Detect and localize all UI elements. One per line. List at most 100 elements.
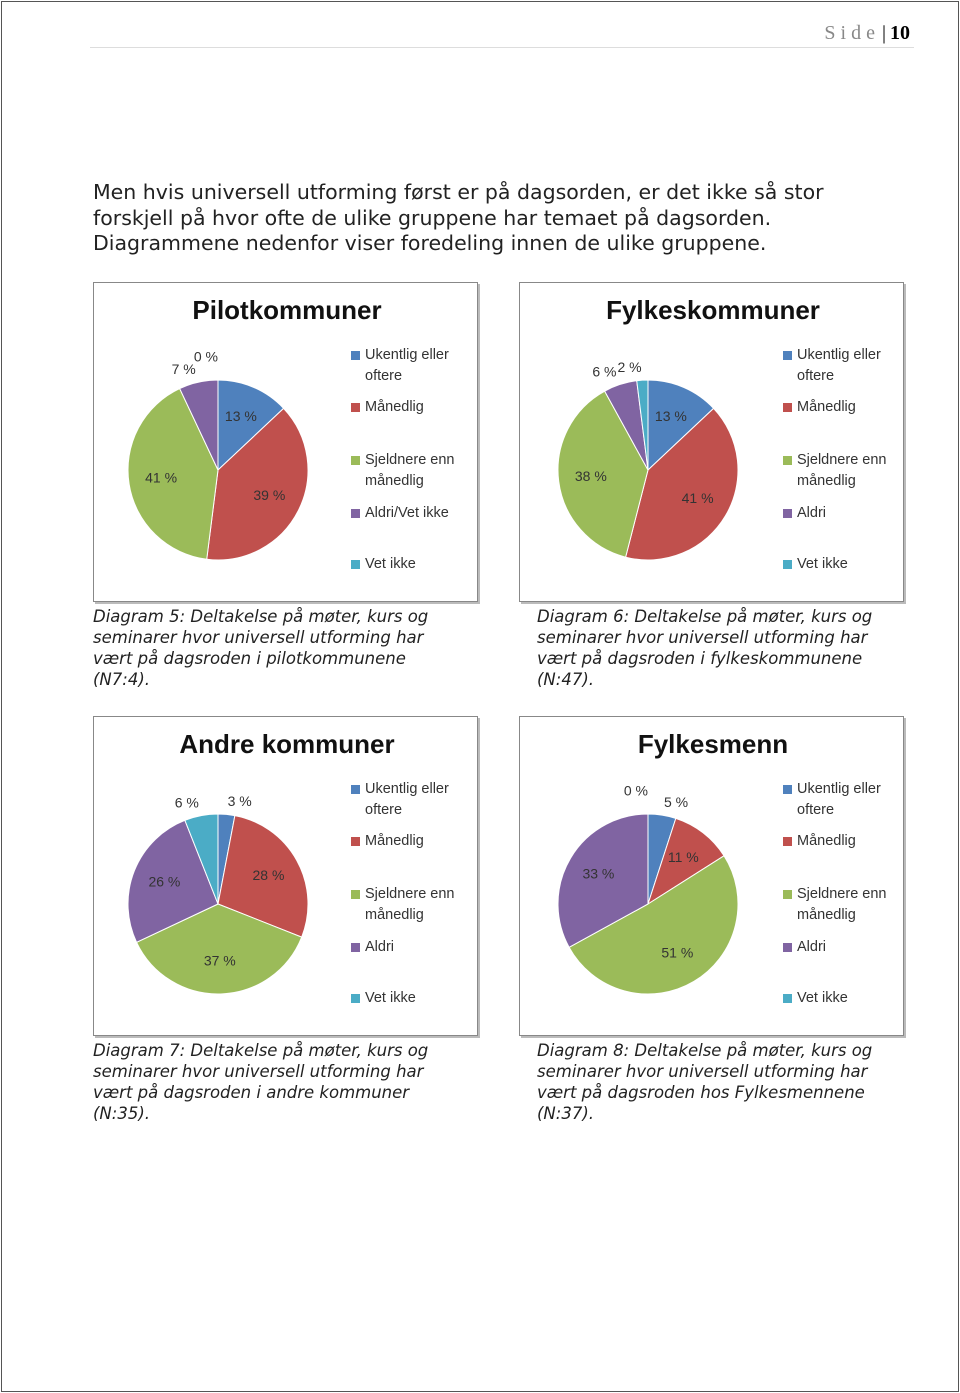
- chart-box: Pilotkommuner 13 % 39 % 41 % 7 % 0 % Ukentlig …: [93, 282, 478, 602]
- header-label: Side: [824, 22, 880, 44]
- caption-line: seminarer hvor universell utforming har: [537, 1062, 868, 1081]
- caption-line: (N:47).: [537, 670, 595, 689]
- slice-label: 28 %: [253, 867, 285, 883]
- pie-slice: [127, 819, 219, 943]
- slice-label: 0 %: [194, 349, 218, 365]
- legend-swatch: [351, 403, 360, 412]
- legend-label: Ukentlig eller oftere: [797, 781, 881, 818]
- legend-label: Sjeldnere enn månedlig: [365, 452, 455, 489]
- chart-title: Andre kommuner: [179, 729, 394, 759]
- caption-line: (N:35).: [93, 1104, 151, 1123]
- slice-label: 41 %: [682, 490, 714, 506]
- legend-label: Sjeldnere enn månedlig: [365, 886, 455, 923]
- chart-box: Fylkesmenn 5 % 11 % 51 % 33 % 0 % Ukentlig ell…: [519, 716, 904, 1036]
- header-rule: [90, 47, 914, 48]
- chart-box: Fylkeskommuner 13 % 41 % 38 % 6 % 2 % Ukentlig…: [519, 282, 904, 602]
- intro-line: Men hvis universell utforming først er p…: [93, 180, 824, 204]
- legend-label: Vet ikke: [365, 556, 416, 572]
- pie-slice: [135, 903, 303, 995]
- legend-swatch: [783, 785, 792, 794]
- legend-label: Vet ikke: [797, 556, 848, 572]
- slice-label: 26 %: [148, 873, 180, 889]
- legend-swatch: [783, 509, 792, 518]
- chart-box: Andre kommuner 3 % 28 % 37 % 26 % 6 % Ukentlig…: [93, 716, 478, 1036]
- slice-label: 41 %: [145, 470, 177, 486]
- caption-line: Diagram 8: Deltakelse på møter, kurs og: [537, 1041, 873, 1060]
- slice-label: 38 %: [575, 468, 607, 484]
- legend-label: Vet ikke: [365, 990, 416, 1006]
- legend-swatch: [351, 509, 360, 518]
- legend-label: Månedlig: [797, 833, 856, 849]
- header-separator: |: [881, 22, 886, 44]
- legend-swatch: [351, 943, 360, 952]
- legend-label: Ukentlig eller oftere: [797, 347, 881, 384]
- slice-label: 33 %: [582, 865, 614, 881]
- legend-swatch: [783, 456, 792, 465]
- slice-label: 51 %: [661, 944, 693, 960]
- legend-label: Ukentlig eller oftere: [365, 781, 449, 818]
- slice-label: 13 %: [225, 408, 257, 424]
- slice-label: 5 %: [664, 794, 688, 810]
- legend-swatch: [351, 351, 360, 360]
- page-header: Side | 10: [824, 22, 910, 45]
- legend-label: Sjeldnere enn månedlig: [797, 452, 887, 489]
- legend-swatch: [783, 403, 792, 412]
- pie-slice: [206, 407, 309, 561]
- pie-slice: [647, 379, 715, 472]
- legend-label: Aldri/Vet ikke: [365, 505, 449, 521]
- chart-title: Fylkeskommuner: [606, 295, 820, 325]
- intro-line: forskjell på hvor ofte de ulike gruppene…: [93, 205, 772, 230]
- slice-label: 13 %: [655, 408, 687, 424]
- caption-line: Diagram 6: Deltakelse på møter, kurs og: [537, 607, 873, 626]
- pie-chart: Pilotkommuner 13 % 39 % 41 % 7 %0 %: [127, 295, 382, 561]
- pie-slice: [625, 407, 739, 561]
- legend-swatch: [351, 994, 360, 1003]
- page-number: 10: [890, 22, 910, 44]
- legend-swatch: [783, 890, 792, 899]
- legend-swatch: [783, 837, 792, 846]
- figure-caption: Diagram 8: Deltakelse på møter, kurs og s…: [537, 1040, 917, 1124]
- figure-caption: Diagram 5: Deltakelse på møter, kurs og s…: [93, 606, 473, 690]
- pie-slice: [184, 813, 219, 905]
- pie-chart: Fylkesmenn 5 % 11 % 51 % 33 % 0 %: [557, 729, 788, 995]
- slice-label: 2 %: [617, 359, 641, 375]
- legend-label: Sjeldnere enn månedlig: [797, 886, 887, 923]
- intro-line: Diagrammene nedenfor viser foredeling in…: [93, 231, 767, 255]
- caption-line: (N7:4).: [93, 670, 151, 689]
- legend-label: Månedlig: [365, 833, 424, 849]
- pie-slice: [557, 390, 649, 558]
- legend-label: Aldri: [797, 505, 827, 521]
- slice-label: 0 %: [624, 783, 648, 799]
- chart-title: Fylkesmenn: [638, 729, 788, 759]
- caption-line: vært på dagsroden i andre kommuner: [93, 1083, 410, 1102]
- legend-swatch: [783, 560, 792, 569]
- caption-line: vært på dagsroden i pilotkommunene: [93, 649, 406, 668]
- caption-line: seminarer hvor universell utforming har: [93, 628, 424, 647]
- pie-slice: [217, 379, 285, 472]
- legend-swatch: [783, 943, 792, 952]
- legend-swatch: [351, 456, 360, 465]
- slice-label: 6 %: [592, 364, 616, 380]
- pie-slice: [636, 379, 649, 471]
- slice-label: 39 %: [253, 487, 285, 503]
- legend-swatch: [351, 890, 360, 899]
- legend-swatch: [783, 994, 792, 1003]
- slice-label: 3 %: [228, 793, 252, 809]
- slice-label: 6 %: [175, 795, 199, 811]
- legend-label: Aldri: [797, 939, 827, 955]
- pie-slice: [127, 387, 219, 560]
- figure-caption: Diagram 6: Deltakelse på møter, kurs og s…: [537, 606, 917, 690]
- caption-line: seminarer hvor universell utforming har: [93, 1062, 424, 1081]
- caption-line: vært på dagsroden hos Fylkesmennene: [537, 1083, 865, 1102]
- legend-label: Aldri: [365, 939, 395, 955]
- slice-label: 7 %: [172, 361, 196, 377]
- caption-line: (N:37).: [537, 1104, 595, 1123]
- intro-paragraph: Men hvis universell utforming først er p…: [93, 180, 824, 257]
- caption-line: Diagram 5: Deltakelse på møter, kurs og: [93, 607, 429, 626]
- pie-slice: [568, 855, 739, 995]
- legend-label: Vet ikke: [797, 990, 848, 1006]
- pie-slice: [217, 815, 309, 938]
- legend-swatch: [351, 837, 360, 846]
